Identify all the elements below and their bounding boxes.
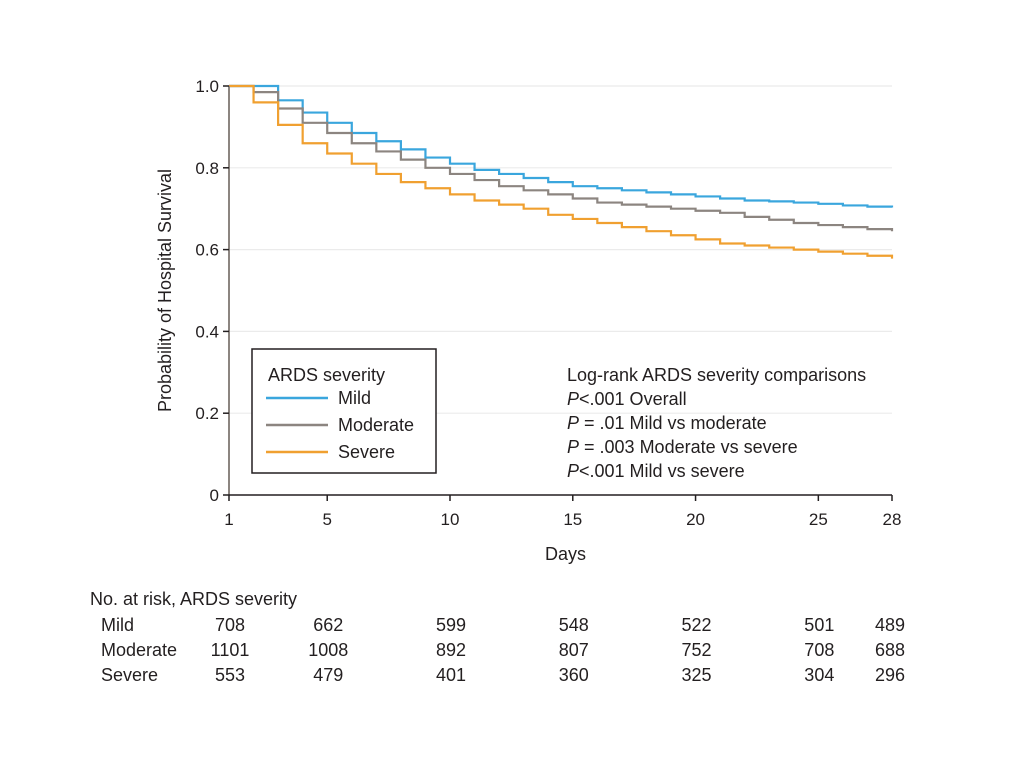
series-line-severe [229, 84, 894, 259]
legend-title: ARDS severity [268, 365, 385, 385]
y-tick-label-5: 1.0 [195, 77, 219, 96]
annotation-line-3: P<.001 Mild vs severe [567, 461, 745, 481]
y-tick-label-0: 0 [210, 486, 219, 505]
annotation-title: Log-rank ARDS severity comparisons [567, 365, 866, 385]
annotation-line-1: P = .01 Mild vs moderate [567, 413, 767, 433]
x-tick-label-4: 20 [686, 510, 705, 529]
legend-label-moderate: Moderate [338, 415, 414, 435]
legend-label-severe: Severe [338, 442, 395, 462]
x-tick-label-0: 1 [224, 510, 233, 529]
annotation-line-0: P<.001 Overall [567, 389, 687, 409]
x-tick-label-2: 10 [441, 510, 460, 529]
legend-label-mild: Mild [338, 388, 371, 408]
annotation-line-2: P = .003 Moderate vs severe [567, 437, 798, 457]
series-line-mild [229, 84, 894, 208]
x-tick-label-1: 5 [322, 510, 331, 529]
y-axis-label: Probability of Hospital Survival [155, 169, 175, 412]
x-tick-label-3: 15 [563, 510, 582, 529]
y-tick-label-2: 0.4 [195, 322, 219, 341]
x-tick-label-6: 28 [883, 510, 902, 529]
series-line-moderate [229, 84, 894, 232]
x-axis-label: Days [545, 544, 586, 564]
y-tick-label-3: 0.6 [195, 241, 219, 260]
y-tick-label-1: 0.2 [195, 404, 219, 423]
y-tick-label-4: 0.8 [195, 159, 219, 178]
x-tick-label-5: 25 [809, 510, 828, 529]
